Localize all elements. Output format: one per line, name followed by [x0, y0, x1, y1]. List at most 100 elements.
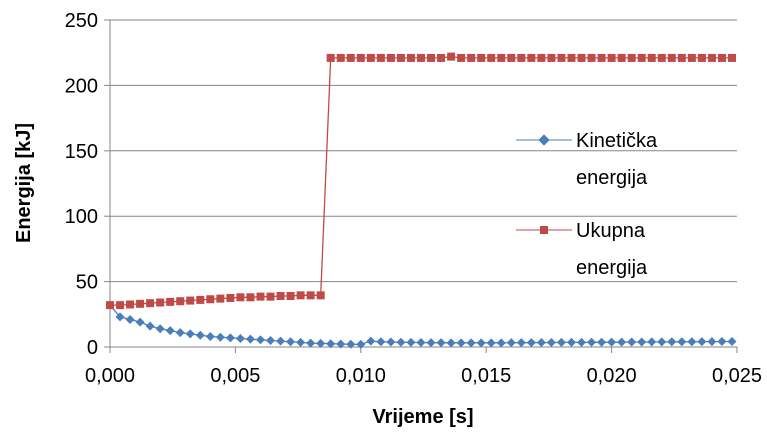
series-1-point [266, 292, 275, 301]
series-0-point [496, 338, 506, 348]
series-0-point [356, 339, 366, 349]
series-1-point [286, 291, 295, 300]
series-1-point [427, 53, 436, 62]
series-1-point [186, 296, 195, 305]
legend-marker-ukupna [540, 226, 548, 234]
series-0-point [657, 337, 667, 347]
series-1-point [416, 53, 425, 62]
series-1-point [406, 53, 415, 62]
x-tick-label-3: 0,015 [461, 365, 511, 387]
y-tick-label-1: 50 [76, 272, 98, 294]
series-1-point [256, 292, 265, 301]
series-1-point [547, 53, 556, 62]
series-0-point [566, 337, 576, 347]
series-1-point [717, 53, 726, 62]
series-0-point [185, 329, 195, 339]
series-0-point [727, 337, 737, 347]
series-1-point [607, 53, 616, 62]
series-0-point [456, 338, 466, 348]
series-1-point [176, 297, 185, 306]
series-1-point [136, 299, 145, 308]
series-0-point [506, 338, 516, 348]
series-1-point [617, 53, 626, 62]
series-1-point [667, 53, 676, 62]
series-0-point [526, 338, 536, 348]
series-0-point [115, 312, 125, 322]
series-0-point [416, 338, 426, 348]
series-0-point [647, 337, 657, 347]
series-1-point [156, 298, 165, 307]
legend-label-kineticka-line1: Kinetička [576, 130, 658, 152]
legend-label-kineticka-line2: energija [576, 167, 648, 189]
x-tick-label-4: 0,020 [587, 365, 637, 387]
series-1-point [507, 53, 516, 62]
series-0-point [205, 332, 215, 342]
series-0-point [476, 338, 486, 348]
series-1-point [517, 53, 526, 62]
series-1-point [216, 294, 225, 303]
series-0-point [195, 330, 205, 340]
series-0-point [536, 338, 546, 348]
x-tick-label-1: 0,005 [210, 365, 260, 387]
series-1-point [687, 53, 696, 62]
series-0-point [276, 336, 286, 346]
series-1-point [236, 293, 245, 302]
series-0-point [175, 328, 185, 338]
series-1-point [306, 291, 315, 300]
series [105, 52, 737, 349]
series-1-point [537, 53, 546, 62]
series-1-point [587, 53, 596, 62]
series-1-point [326, 53, 335, 62]
series-1-point [296, 291, 305, 300]
series-0-point [135, 317, 145, 327]
series-1-point [386, 53, 395, 62]
legend-item-ukupna: Ukupna energija [516, 220, 648, 279]
legend-label-ukupna-line2: energija [576, 257, 648, 279]
series-0-point [486, 338, 496, 348]
series-1-point [457, 53, 466, 62]
series-0-point [225, 333, 235, 343]
legend-label-ukupna-line1: Ukupna [576, 220, 646, 242]
series-0-point [466, 338, 476, 348]
series-1-point [346, 53, 355, 62]
series-1-point [487, 53, 496, 62]
series-0-point [667, 337, 677, 347]
series-1-point [527, 53, 536, 62]
series-1-point [557, 53, 566, 62]
series-0-point [336, 339, 346, 349]
series-0-point [386, 337, 396, 347]
series-1-point [336, 53, 345, 62]
series-0-point [366, 336, 376, 346]
x-axis-title: Vrijeme [s] [372, 406, 473, 428]
series-1-point [356, 53, 365, 62]
gridlines [110, 19, 737, 283]
series-0-point [556, 337, 566, 347]
series-1-point [437, 53, 446, 62]
series-1-point [727, 53, 736, 62]
axes [109, 20, 737, 348]
series-0-point [306, 338, 316, 348]
series-0-point [235, 333, 245, 343]
y-tick-label-0: 0 [87, 337, 98, 359]
series-0-point [697, 337, 707, 347]
series-0-point [376, 337, 386, 347]
series-1-point [477, 53, 486, 62]
x-tick-label-0: 0,000 [85, 365, 135, 387]
y-tick-label-5: 250 [65, 10, 98, 32]
series-1-point [276, 291, 285, 300]
series-0-point [245, 334, 255, 344]
series-1-point [677, 53, 686, 62]
series-1-point [567, 53, 576, 62]
series-1-point [647, 53, 656, 62]
series-1-point [627, 53, 636, 62]
x-axis-ticks: 0,000 0,005 0,010 0,015 0,020 0,025 [85, 347, 762, 387]
x-tick-label-2: 0,010 [336, 365, 386, 387]
legend-item-kineticka: Kinetička energija [516, 130, 658, 189]
series-0-point [597, 337, 607, 347]
y-axis-ticks: 0 50 100 150 200 250 [65, 10, 110, 359]
series-1-point [707, 53, 716, 62]
series-0-point [255, 335, 265, 345]
series-0-point [165, 326, 175, 336]
series-0-point [607, 337, 617, 347]
